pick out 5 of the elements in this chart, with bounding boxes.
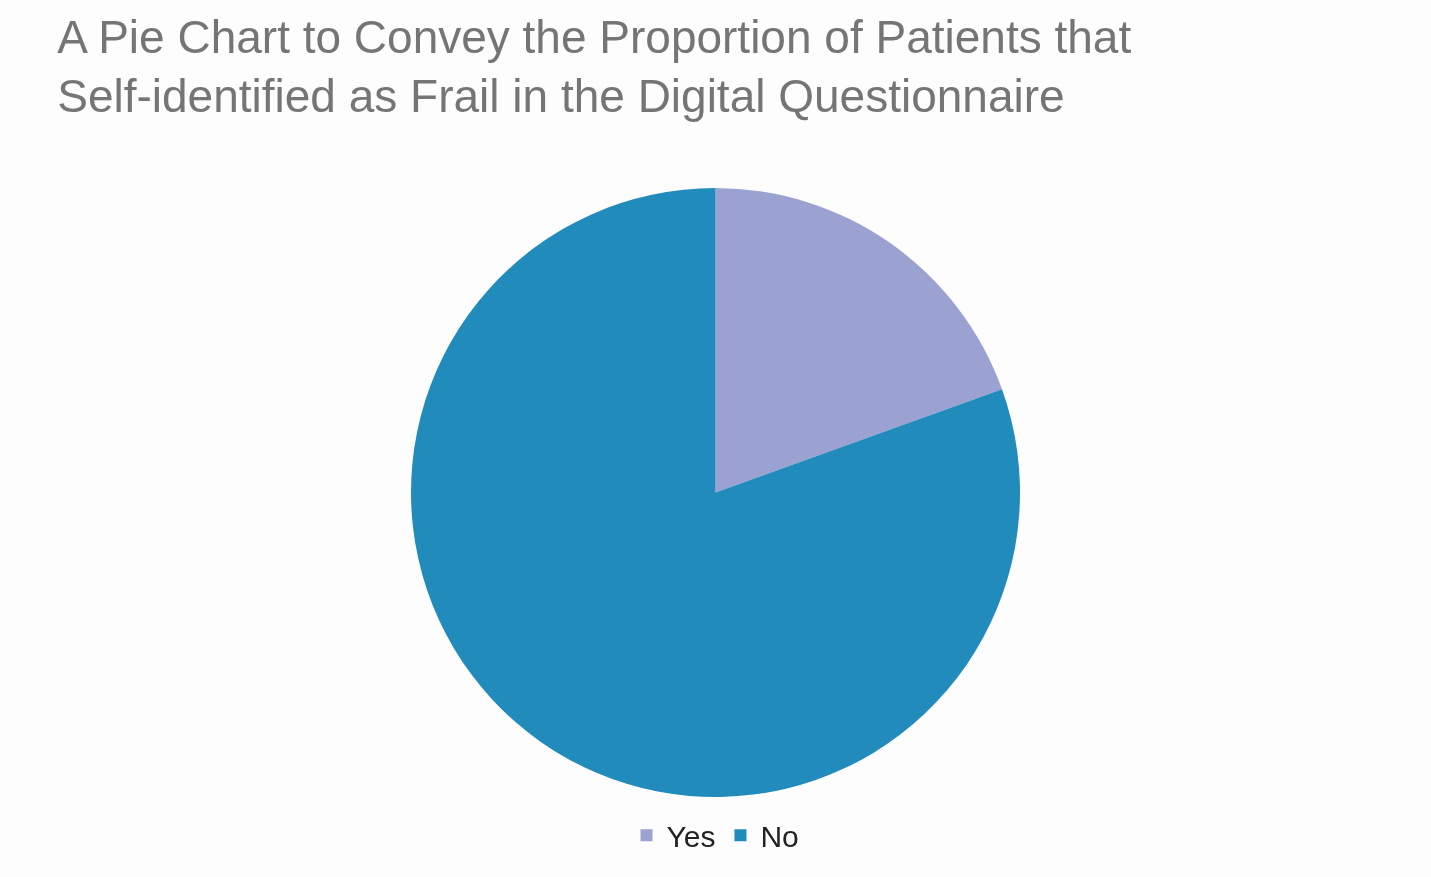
pie-slice: [411, 188, 1020, 797]
pie-slice: [715, 188, 1002, 493]
chart-title: A Pie Chart to Convey the Proportion of Patients that Self-identified as Frail in the Digital Questionnaire: [57, 10, 1132, 123]
legend-label: Yes: [666, 819, 716, 853]
legend-label: No: [760, 819, 799, 853]
